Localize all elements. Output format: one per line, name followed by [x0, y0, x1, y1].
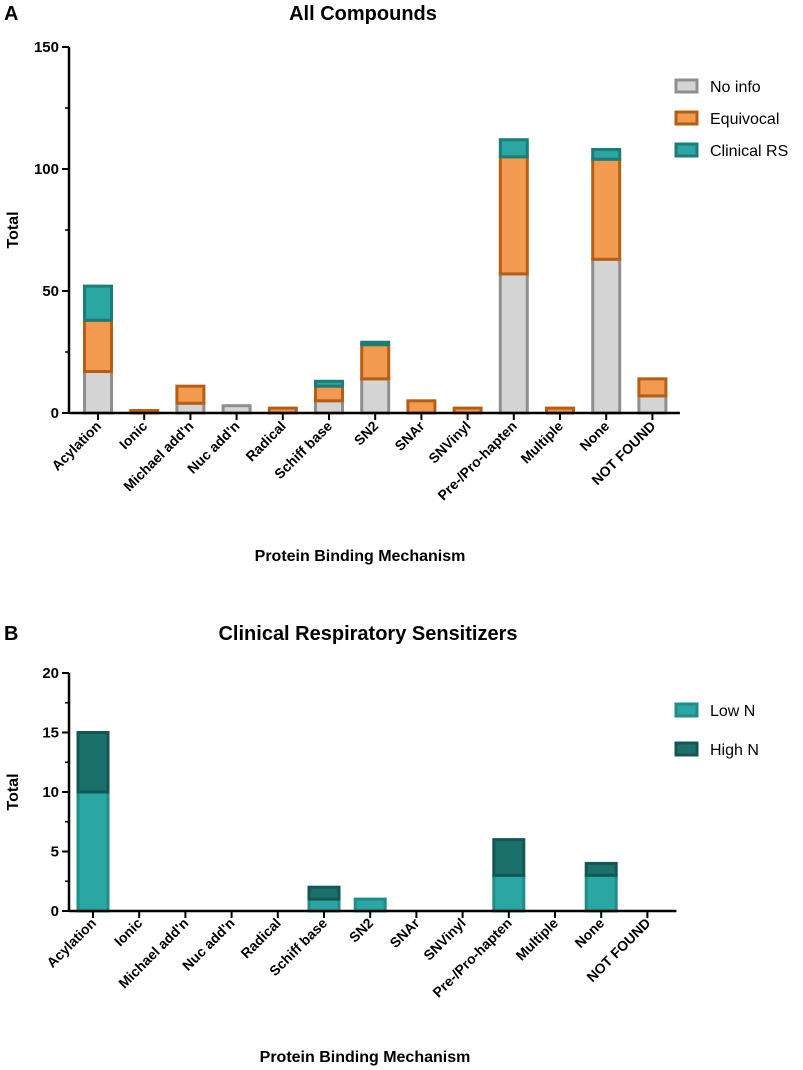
bar-segment [83, 284, 113, 322]
panel-letter: B [4, 623, 18, 645]
x-tick-label: Multiple [512, 915, 561, 964]
x-tick-label: Pre-/Pro-hapten [434, 418, 520, 504]
x-tick-label: None [576, 418, 612, 454]
x-tick-label: SN2 [351, 418, 382, 449]
x-tick-label: SNAr [386, 914, 422, 950]
bar-segment [406, 399, 437, 415]
x-tick-label: Acylation [48, 418, 104, 474]
legend-label: Low N [710, 703, 755, 720]
bar-segment [492, 838, 526, 877]
panel-letter: A [4, 3, 18, 25]
bar-segment [307, 885, 341, 901]
bar-segment [584, 861, 618, 877]
legend: Low N High N [674, 702, 759, 759]
bar-segment [175, 384, 206, 405]
bar-segment [76, 790, 110, 913]
x-tick-label: Multiple [517, 418, 566, 467]
legend-swatch [674, 142, 699, 158]
y-tick-label: 0 [51, 405, 59, 422]
bar-segment [83, 370, 113, 415]
bar-segment [314, 379, 344, 388]
x-axis-label: Protein Binding Mechanism [260, 1049, 471, 1066]
bar-segment [360, 340, 391, 347]
x-tick-label: Radical [237, 915, 284, 962]
y-axis-label: Total [5, 773, 22, 810]
y-tick-label: 100 [34, 161, 59, 178]
y-tick-label: 0 [51, 903, 59, 920]
bar-segment [498, 138, 529, 159]
x-tick-label: Ionic [116, 418, 151, 453]
bar-segment [307, 897, 341, 913]
legend-label: Clinical RS [710, 143, 788, 160]
bar-segment [637, 394, 668, 415]
x-axis-label: Protein Binding Mechanism [255, 548, 466, 565]
legend-label: Equivocal [710, 111, 779, 128]
bar-segment [591, 147, 622, 161]
bar-segment [76, 731, 110, 794]
legend-swatch [674, 110, 699, 126]
bar-segment [353, 897, 387, 913]
x-tick-label: Pre-/Pro-hapten [429, 915, 515, 1001]
y-tick-label: 10 [42, 784, 59, 801]
bar-segment [591, 257, 622, 415]
y-tick-label: 20 [42, 665, 59, 682]
bar-segment [314, 399, 344, 415]
x-tick-label: Radical [242, 418, 289, 465]
x-tick-label: Acylation [43, 915, 99, 971]
legend-label: High N [710, 742, 759, 759]
x-tick-label: Ionic [111, 915, 146, 950]
bar-segment [360, 377, 391, 415]
y-tick-label: 150 [34, 39, 59, 56]
legend-swatch [674, 702, 699, 718]
bar-segment [314, 384, 344, 403]
chart-panel-B: B Clinical Respiratory Sensitizers 0 5 10 15 2… [4, 623, 759, 1066]
bar-segment [498, 155, 529, 276]
bar-group [76, 731, 618, 913]
chart-title: Clinical Respiratory Sensitizers [218, 623, 517, 645]
bar-segment [584, 873, 618, 913]
x-tick-label: SNAr [391, 417, 427, 453]
legend-swatch [674, 741, 699, 757]
bar-segment [591, 157, 622, 261]
legend-label: No info [710, 79, 761, 96]
bar-segment [83, 318, 113, 374]
bar-segment [492, 873, 526, 913]
bar-group [83, 138, 668, 415]
y-axis-label: Total [5, 211, 22, 248]
legend-swatch [674, 78, 699, 94]
legend: No info Equivocal Clinical RS [674, 78, 788, 160]
bar-segment [360, 343, 391, 381]
y-tick-label: 15 [42, 725, 59, 742]
x-tick-label: None [571, 915, 607, 951]
y-tick-label: 5 [51, 844, 59, 861]
x-tick-label: SN2 [346, 915, 377, 946]
y-tick-label: 50 [42, 283, 59, 300]
bar-segment [637, 377, 668, 398]
bar-segment [498, 272, 529, 415]
chart-title: All Compounds [289, 3, 437, 25]
